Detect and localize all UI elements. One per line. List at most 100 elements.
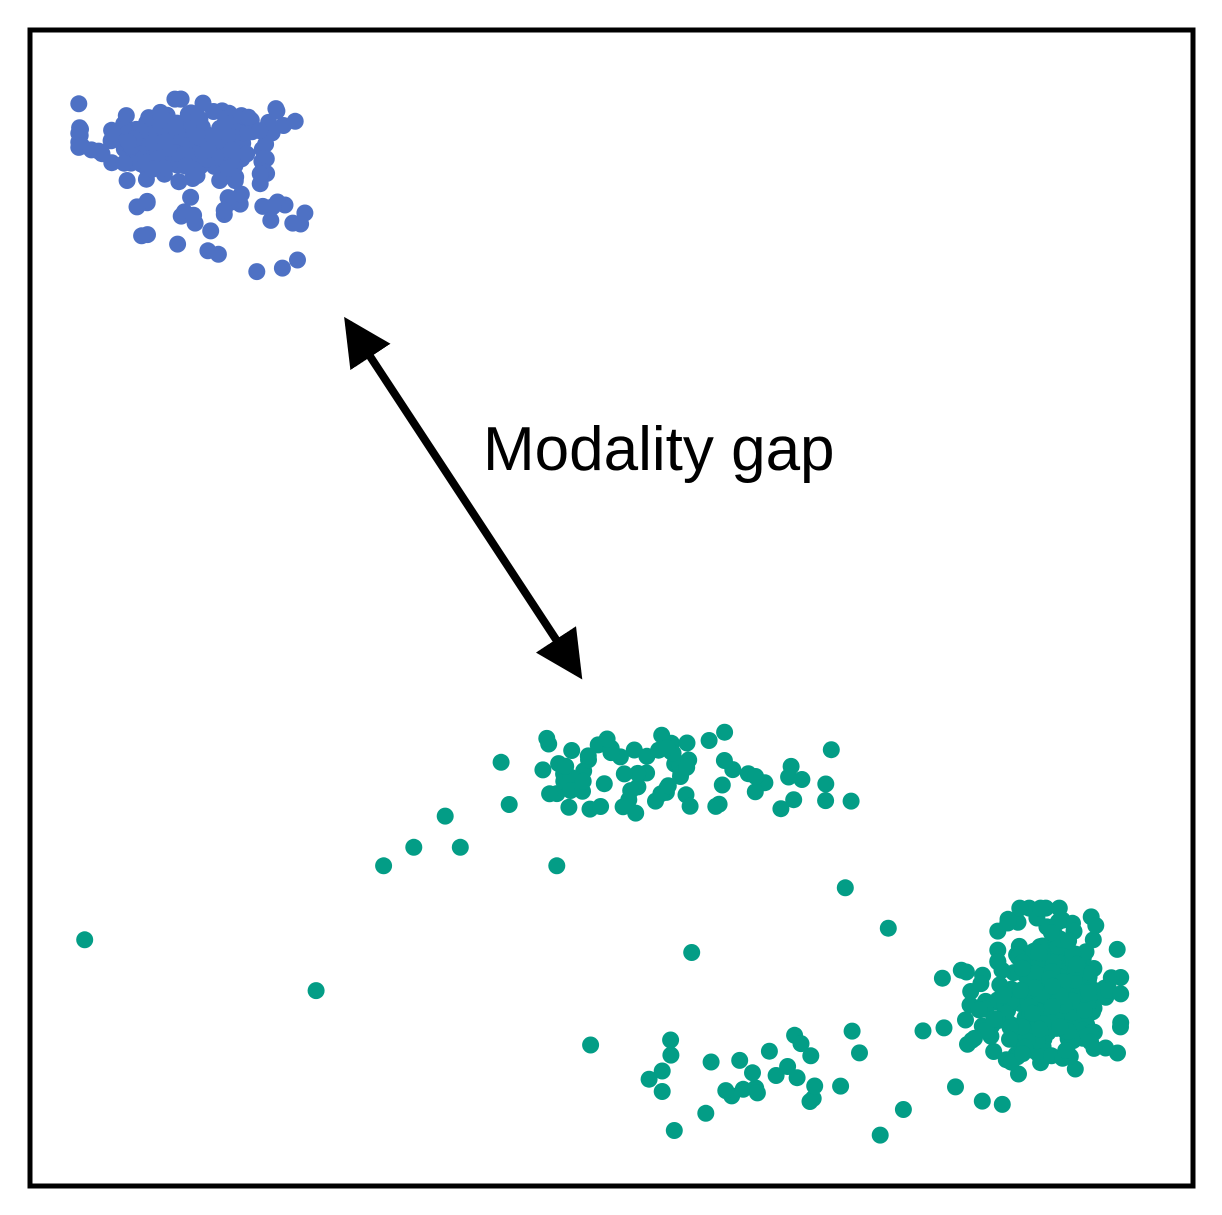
scatter-point (837, 879, 854, 896)
scatter-point (761, 1043, 778, 1060)
scatter-point (654, 1063, 671, 1080)
scatter-point (895, 1101, 912, 1118)
scatter-point (548, 857, 565, 874)
scatter-point (187, 215, 204, 232)
scatter-point (995, 987, 1012, 1004)
scatter-point (749, 1084, 766, 1101)
scatter-point (596, 775, 613, 792)
scatter-point (248, 263, 265, 280)
scatter-point (697, 1105, 714, 1122)
scatter-point (989, 954, 1006, 971)
scatter-point (1012, 982, 1029, 999)
scatter-point (616, 765, 633, 782)
series-1-points (70, 91, 313, 281)
scatter-point (1001, 1031, 1018, 1048)
scatter-point (683, 944, 700, 961)
scatter-point (251, 122, 268, 139)
scatter-point (1031, 1021, 1048, 1038)
scatter-point (994, 1096, 1011, 1113)
scatter-point (707, 798, 724, 815)
scatter-point (405, 839, 422, 856)
scatter-point (1069, 956, 1086, 973)
scatter-point (188, 128, 205, 145)
scatter-point (1060, 932, 1077, 949)
scatter-point (493, 754, 510, 771)
scatter-point (747, 783, 764, 800)
scatter-point (947, 1078, 964, 1095)
scatter-point (844, 1023, 861, 1040)
scatter-point (1082, 1034, 1099, 1051)
scatter-point (971, 1001, 988, 1018)
scatter-point (534, 761, 551, 778)
scatter-point (622, 782, 639, 799)
scatter-point (1032, 900, 1049, 917)
modality-gap-label: Modality gap (483, 415, 835, 484)
scatter-point (223, 142, 240, 159)
scatter-point (592, 798, 609, 815)
scatter-point (541, 785, 558, 802)
scatter-point (538, 730, 555, 747)
scatter-point (240, 109, 257, 126)
scatter-point (70, 95, 87, 112)
scatter-point (647, 793, 664, 810)
scatter-point (375, 857, 392, 874)
scatter-point (660, 777, 677, 794)
scatter-point (780, 769, 797, 786)
scatter-point (177, 158, 194, 175)
scatter-point (169, 236, 186, 253)
scatter-point (717, 1082, 734, 1099)
scatter-point (1076, 1002, 1093, 1019)
scatter-point (76, 931, 93, 948)
scatter-point (682, 798, 699, 815)
scatter-point (144, 161, 161, 178)
scatter-point (934, 970, 951, 987)
scatter-point (119, 172, 136, 189)
scatter-point (563, 742, 580, 759)
scatter-point (599, 731, 616, 748)
scatter-point (1014, 1045, 1031, 1062)
scatter-point (1109, 941, 1126, 958)
scatter-point (880, 920, 897, 937)
scatter-point (582, 1037, 599, 1054)
scatter-point (252, 165, 269, 182)
scatter-point (274, 260, 291, 277)
modality-gap-arrow (349, 324, 578, 673)
scatter-point (802, 1047, 819, 1064)
scatter-point (806, 1078, 823, 1095)
scatter-point (210, 246, 227, 263)
scatter-point (872, 1127, 889, 1144)
scatter-point (216, 202, 233, 219)
scatter-point (615, 798, 632, 815)
scatter-point (170, 173, 187, 190)
series-2-points (76, 724, 1129, 1144)
scatter-point (1087, 917, 1104, 934)
points-layer (70, 91, 1129, 1144)
scatter-point (679, 735, 696, 752)
scatter-point (747, 768, 764, 785)
scatter-point (1051, 1019, 1068, 1036)
scatter-point (262, 212, 279, 229)
scatter-point (658, 739, 675, 756)
scatter-point (284, 215, 301, 232)
scatter-point (716, 752, 733, 769)
scatter-point (120, 133, 137, 150)
scatter-point (220, 160, 237, 177)
scatter-point (958, 964, 975, 981)
scatter-point (701, 732, 718, 749)
scatter-point (287, 113, 304, 130)
scatter-point (233, 186, 250, 203)
scatter-point (662, 1032, 679, 1049)
scatter-point (1080, 984, 1097, 1001)
scatter-point (501, 796, 518, 813)
scatter-point (167, 118, 184, 135)
scatter-point (972, 975, 989, 992)
scatter-point (999, 915, 1016, 932)
scatter-point (72, 121, 89, 138)
scatter-point (152, 107, 169, 124)
scatter-point (714, 777, 731, 794)
scatter-point (139, 226, 156, 243)
scatter-point (936, 1019, 953, 1036)
scatter-point (560, 799, 577, 816)
scatter-point (182, 189, 199, 206)
